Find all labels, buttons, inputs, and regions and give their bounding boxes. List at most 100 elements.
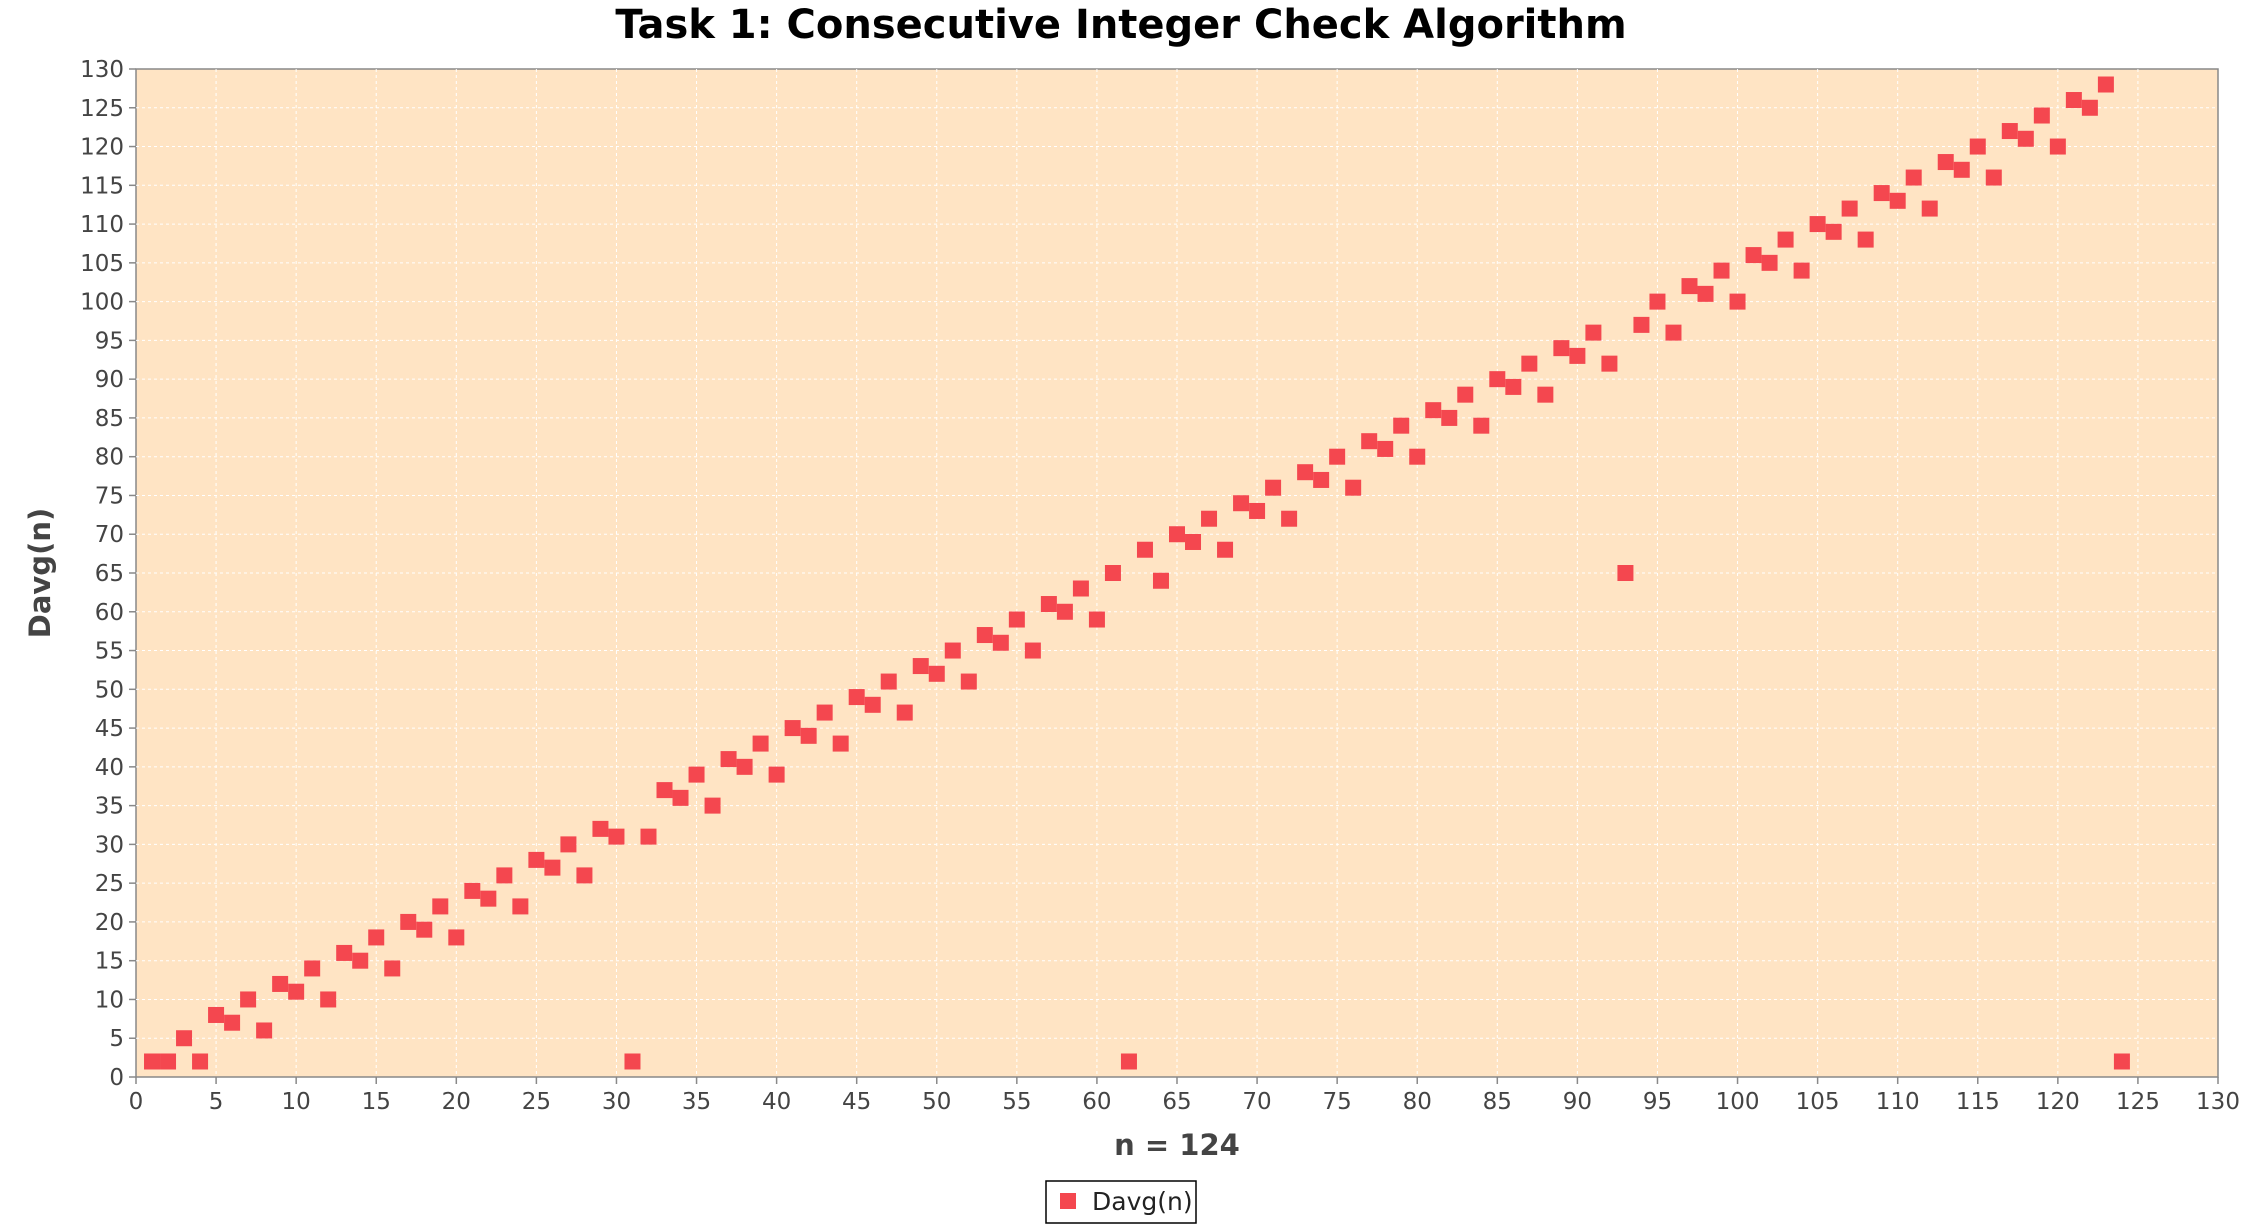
data-point: [1681, 278, 1698, 295]
x-axis-label: n = 124: [1114, 1128, 1240, 1162]
y-tick-label: 0: [109, 1065, 124, 1091]
x-tick-label: 95: [1643, 1089, 1672, 1115]
data-point: [1185, 533, 1202, 550]
data-point: [448, 929, 465, 946]
data-point: [816, 704, 833, 721]
data-point: [1825, 223, 1842, 240]
data-point: [432, 898, 449, 915]
data-point: [1441, 409, 1458, 426]
data-point: [400, 913, 417, 930]
axes: 0 5 10 15 20 25 30 35 40 45 50 55 60 65 70 75 80 85 90 95 10…: [80, 57, 2240, 1115]
y-tick-label: 5: [109, 1026, 124, 1052]
data-point: [1569, 347, 1586, 364]
data-point: [1393, 417, 1410, 434]
data-point: [1617, 565, 1634, 581]
x-tick-label: 70: [1242, 1089, 1271, 1115]
x-tick-label: 25: [522, 1089, 551, 1115]
data-point: [1249, 502, 1266, 519]
data-point: [752, 735, 769, 752]
data-point: [1505, 378, 1522, 395]
data-point: [1841, 200, 1858, 217]
data-point: [1377, 440, 1394, 457]
data-point: [192, 1053, 209, 1070]
data-point: [832, 735, 849, 752]
data-point: [768, 766, 785, 783]
x-tick-label: 15: [362, 1089, 391, 1115]
chart-title: Task 1: Consecutive Integer Check Algori…: [615, 2, 1626, 48]
data-point: [1297, 464, 1314, 481]
data-point: [2097, 76, 2114, 93]
data-point: [304, 960, 321, 977]
x-tick-label: 110: [1876, 1089, 1920, 1115]
y-tick-label: 70: [95, 522, 124, 548]
data-point: [1281, 510, 1298, 527]
data-point: [1233, 495, 1250, 512]
data-point: [800, 727, 817, 744]
y-tick-label: 45: [95, 716, 124, 742]
data-point: [1553, 340, 1570, 357]
data-point: [624, 1053, 641, 1070]
data-point: [336, 944, 353, 961]
y-tick-label: 125: [80, 96, 124, 122]
data-point: [384, 960, 401, 977]
data-point: [784, 720, 801, 737]
data-point: [976, 627, 993, 644]
data-point: [1937, 154, 1954, 171]
x-tick-label: 10: [282, 1089, 311, 1115]
data-point: [240, 991, 257, 1008]
data-point: [1953, 161, 1970, 178]
y-tick-label: 15: [95, 949, 124, 975]
y-tick-label: 115: [80, 173, 124, 199]
x-tick-label: 30: [602, 1089, 631, 1115]
x-tick-label: 100: [1716, 1089, 1760, 1115]
data-point: [352, 952, 369, 969]
data-point: [864, 696, 881, 713]
data-point: [512, 898, 529, 915]
data-point: [960, 673, 977, 690]
data-point: [656, 782, 673, 799]
data-point: [1985, 169, 2002, 186]
y-tick-label: 95: [95, 328, 124, 354]
y-tick-label: 85: [95, 406, 124, 432]
data-point: [1169, 526, 1185, 543]
data-point: [416, 921, 433, 938]
data-point: [176, 1030, 193, 1047]
data-point: [464, 882, 481, 899]
data-point: [1457, 386, 1474, 403]
data-point: [1601, 355, 1618, 372]
data-point: [1537, 386, 1554, 403]
y-axis-label: Davg(n): [23, 508, 57, 638]
data-point: [1201, 510, 1218, 527]
data-point: [1473, 417, 1490, 434]
data-point: [480, 890, 497, 907]
y-tick-label: 120: [80, 135, 124, 161]
data-point: [912, 658, 929, 675]
data-point: [1873, 185, 1890, 202]
data-point: [1697, 285, 1714, 302]
data-point: [1120, 1053, 1137, 1070]
legend-label-davg: Davg(n): [1092, 1187, 1193, 1216]
data-point: [1345, 479, 1362, 496]
x-tick-label: 5: [209, 1089, 224, 1115]
data-point: [2081, 99, 2098, 116]
data-point: [880, 673, 897, 690]
y-tick-label: 65: [95, 561, 124, 587]
x-tick-label: 125: [2116, 1089, 2160, 1115]
y-tick-label: 30: [95, 832, 124, 858]
x-tick-label: 65: [1162, 1089, 1191, 1115]
data-point: [320, 991, 337, 1008]
data-point: [640, 828, 657, 845]
data-point: [928, 665, 945, 682]
y-tick-label: 55: [95, 639, 124, 665]
y-tick-label: 25: [95, 871, 124, 897]
data-point: [944, 642, 961, 659]
data-point: [1072, 580, 1089, 597]
data-point: [1104, 565, 1121, 581]
data-point: [2017, 130, 2034, 147]
legend-marker-swatch: [1060, 1193, 1076, 1209]
data-point: [688, 766, 705, 783]
y-tick-label: 60: [95, 600, 124, 626]
x-tick-label: 85: [1483, 1089, 1512, 1115]
data-point: [528, 851, 545, 868]
